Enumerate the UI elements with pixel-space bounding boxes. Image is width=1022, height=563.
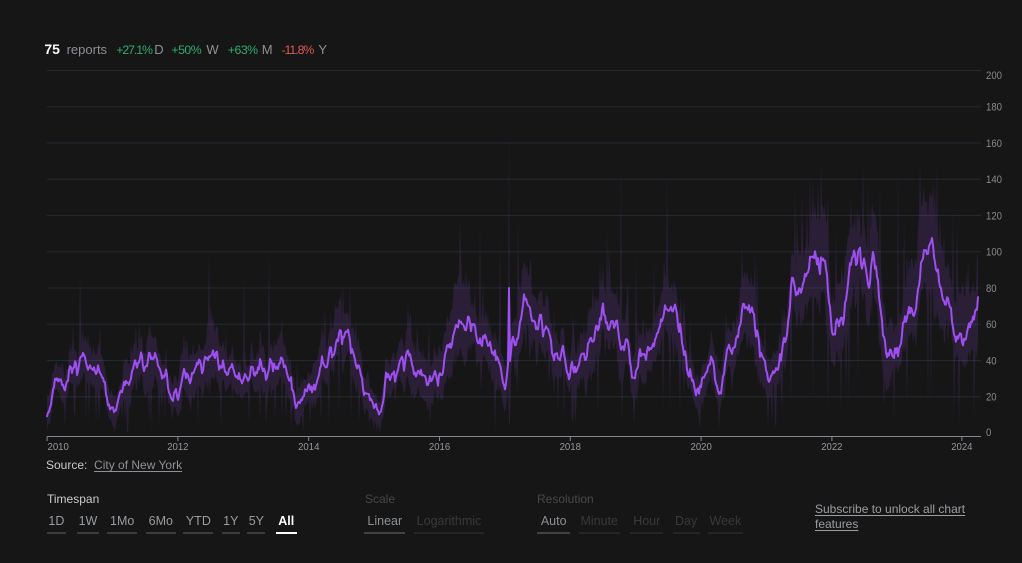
- svg-text:2024: 2024: [951, 442, 973, 453]
- svg-text:2020: 2020: [691, 442, 713, 453]
- svg-text:2016: 2016: [429, 442, 451, 453]
- svg-text:2018: 2018: [560, 442, 582, 453]
- svg-text:180: 180: [986, 102, 1002, 114]
- svg-text:160: 160: [986, 138, 1002, 150]
- svg-text:2014: 2014: [298, 442, 320, 453]
- svg-text:140: 140: [986, 174, 1002, 186]
- svg-text:2022: 2022: [821, 442, 843, 453]
- svg-text:200: 200: [986, 70, 1002, 82]
- svg-text:60: 60: [986, 319, 997, 331]
- svg-text:2012: 2012: [167, 442, 189, 453]
- svg-text:20: 20: [986, 392, 997, 404]
- svg-text:100: 100: [986, 247, 1002, 259]
- svg-text:2010: 2010: [48, 442, 70, 453]
- svg-text:0: 0: [986, 427, 991, 439]
- svg-text:120: 120: [986, 210, 1002, 222]
- svg-text:40: 40: [986, 355, 997, 367]
- svg-text:80: 80: [986, 283, 997, 295]
